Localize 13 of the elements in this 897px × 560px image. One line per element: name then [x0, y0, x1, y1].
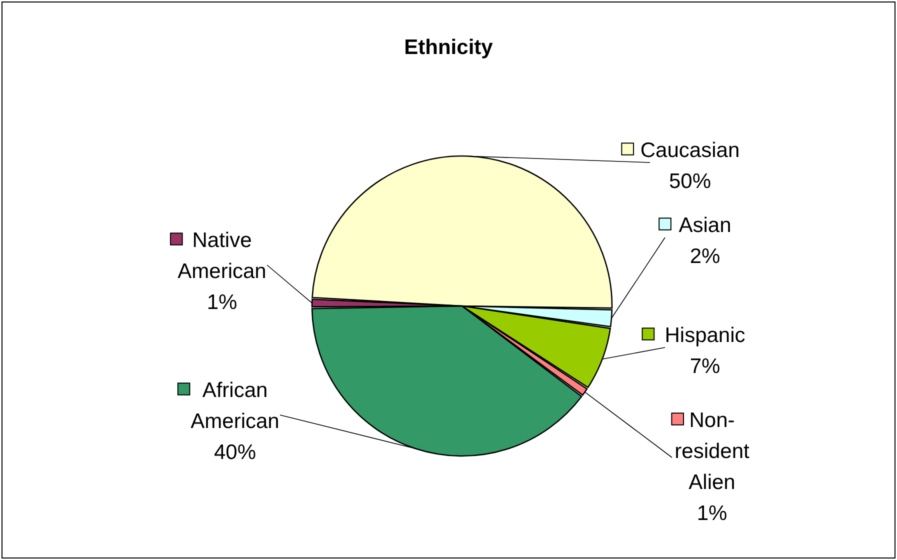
data-label: 50% — [668, 170, 712, 193]
legend-label: Caucasian — [640, 139, 740, 162]
legend-label: Asian — [678, 214, 732, 237]
legend-label: Hispanic — [664, 324, 746, 347]
data-label: 1% — [206, 291, 238, 314]
legend-label: African American — [190, 379, 280, 433]
chart-title: Ethnicity — [404, 36, 494, 59]
data-label: 2% — [690, 245, 720, 268]
legend-label: Non-resident Alien — [674, 409, 750, 494]
legend-label: Native American — [178, 229, 266, 283]
data-label: 40% — [214, 441, 256, 464]
data-label: 1% — [696, 502, 728, 525]
data-label: 7% — [690, 355, 720, 378]
